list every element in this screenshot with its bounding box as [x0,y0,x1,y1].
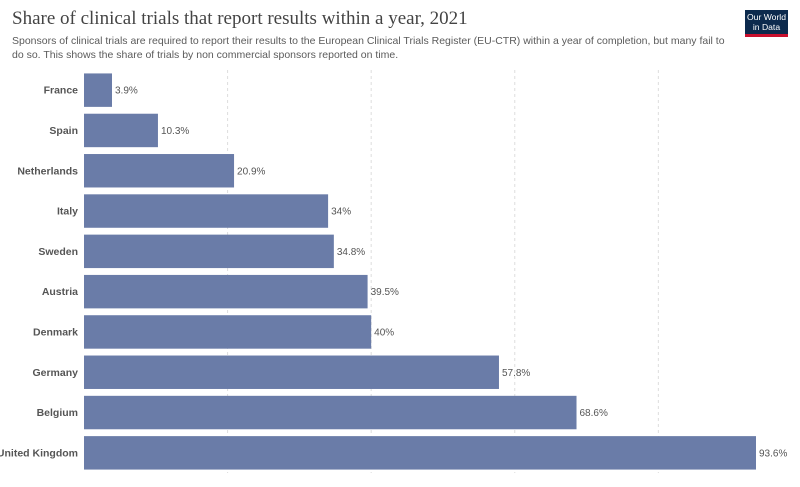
bar[interactable] [84,395,577,430]
bar[interactable] [84,436,756,470]
value-label: 10.3% [161,126,189,137]
bar[interactable] [84,194,329,228]
value-label: 3.9% [115,86,138,97]
bar[interactable] [84,355,499,389]
logo-line-1: Our World [747,12,786,22]
value-label: 34% [331,207,351,218]
bars: France 3.9% Spain 10.3% Netherlands 20.9% Ital… [0,73,787,470]
gridlines [227,70,659,473]
category-label: Denmark [33,326,78,338]
category-label: Germany [32,367,78,379]
category-label: Austria [42,286,78,298]
category-label: Spain [49,125,78,137]
logo-line-2: in Data [752,22,781,32]
owid-logo[interactable]: Our World in Data [745,10,788,37]
bar[interactable] [84,113,158,148]
category-label: Sweden [38,246,78,258]
bar[interactable] [84,315,372,349]
value-label: 20.9% [237,166,265,177]
value-label: 57.8% [502,368,530,379]
value-label: 34.8% [337,247,365,258]
bar[interactable] [84,154,235,188]
category-label: France [44,85,79,97]
bar[interactable] [84,73,112,107]
category-label: Belgium [37,407,78,419]
value-label: 93.6% [759,448,787,459]
category-label: Italy [57,206,78,218]
value-label: 39.5% [371,287,399,298]
bar[interactable] [84,234,334,269]
value-label: 68.6% [580,408,608,419]
chart-title: Share of clinical trials that report res… [12,8,468,29]
bar[interactable] [84,274,368,309]
category-label: United Kingdom [0,447,78,459]
category-label: Netherlands [17,165,78,177]
chart-subtitle: Sponsors of clinical trials are required… [12,35,725,61]
value-label: 40% [374,327,394,338]
